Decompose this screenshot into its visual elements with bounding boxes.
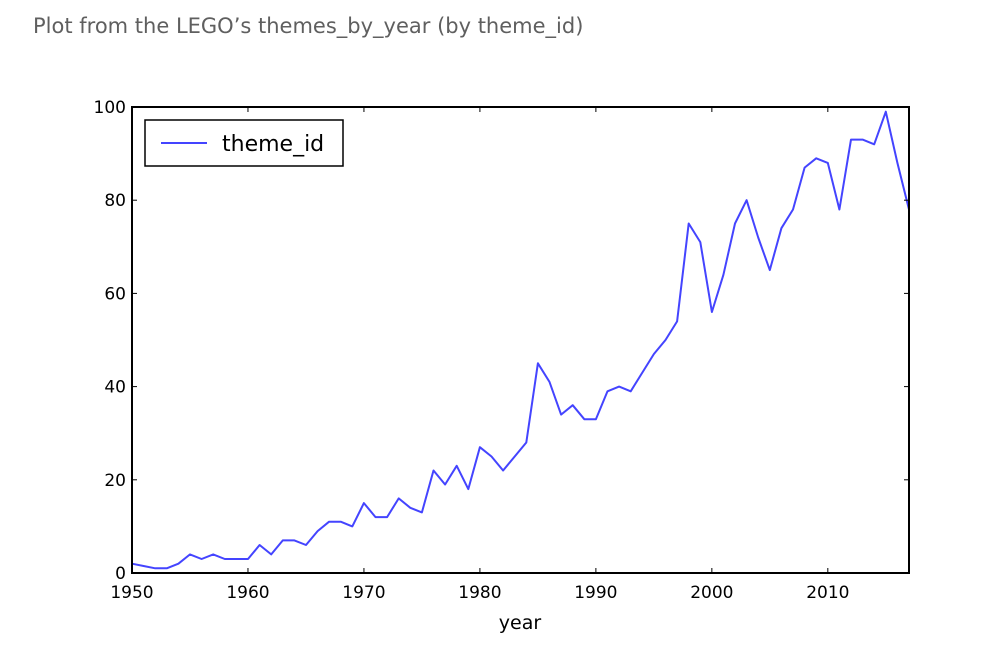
y-tick-label: 20 — [104, 471, 126, 491]
ticks-layer: 1950 1960 1970 1980 1990 2000 2010 0 20 40 60 80 100 — [94, 98, 909, 603]
legend: theme_id — [144, 119, 344, 167]
y-tick-label: 80 — [104, 191, 126, 211]
x-tick-label: 1990 — [574, 583, 617, 603]
legend-label: theme_id — [222, 132, 324, 157]
y-tick-label: 40 — [104, 378, 126, 398]
x-axis-label: year — [499, 612, 542, 634]
x-tick-label: 2010 — [806, 583, 849, 603]
y-tick-label: 100 — [94, 98, 126, 118]
series-layer — [131, 110, 910, 570]
x-tick-label: 1970 — [342, 583, 385, 603]
x-tick-label: 1950 — [110, 583, 153, 603]
series-line-theme_id — [131, 110, 910, 570]
y-tick-label: 0 — [115, 564, 126, 584]
x-tick-label: 2000 — [690, 583, 733, 603]
y-tick-label: 60 — [104, 284, 126, 304]
x-tick-label: 1960 — [226, 583, 269, 603]
plot-frame — [131, 106, 910, 574]
caption: Plot from the LEGO’s themes_by_year (by … — [33, 14, 584, 38]
x-tick-label: 1980 — [458, 583, 501, 603]
